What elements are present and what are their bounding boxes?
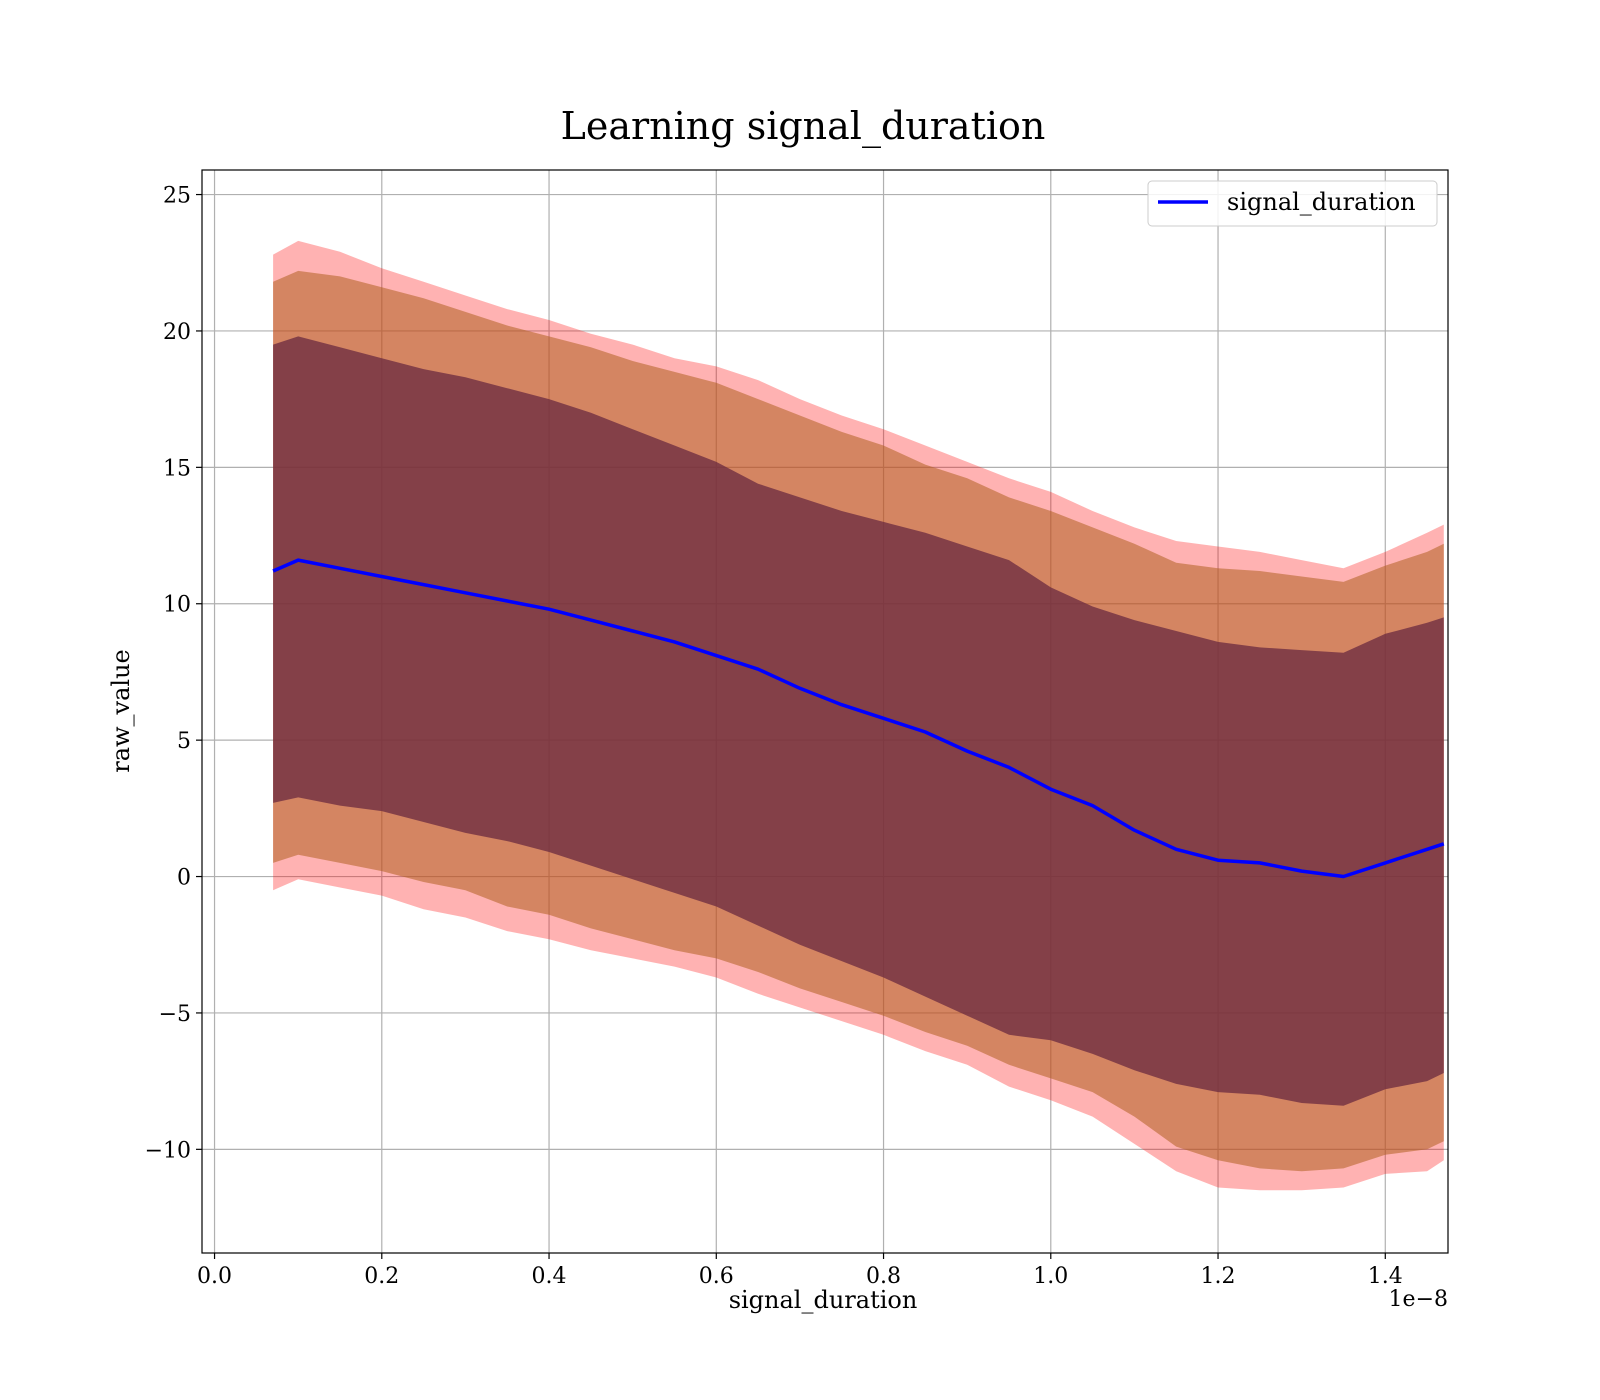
x-tick-label-2: 0.4 — [532, 1264, 567, 1289]
x-tick-label-4: 0.8 — [866, 1264, 901, 1289]
y-tick-label-2: 15 — [163, 456, 191, 481]
y-axis: 25 20 15 10 5 0 −5 −10 — [145, 184, 202, 1163]
plot-frame — [201, 169, 1449, 1254]
y-tick-label-0: 25 — [163, 184, 191, 209]
series-lines — [272, 558, 1445, 879]
y-axis-label: raw_value — [107, 649, 135, 773]
x-offset-label: 1e−8 — [1389, 1287, 1448, 1312]
y-tick-label-5: 0 — [177, 866, 191, 891]
legend-box — [1147, 180, 1438, 227]
y-tick-label-4: 5 — [177, 729, 191, 754]
legend: signal_duration — [1147, 180, 1438, 227]
x-axis-label: signal_duration — [729, 1286, 918, 1314]
x-tick-label-5: 1.0 — [1033, 1264, 1068, 1289]
x-tick-label-7: 1.4 — [1368, 1264, 1403, 1289]
legend-label: signal_duration — [1227, 188, 1416, 216]
x-tick-label-6: 1.2 — [1201, 1264, 1236, 1289]
y-tick-label-6: −5 — [159, 1002, 191, 1027]
x-tick-label-3: 0.6 — [699, 1264, 734, 1289]
x-tick-label-1: 0.2 — [364, 1264, 399, 1289]
x-tick-label-0: 0.0 — [197, 1264, 232, 1289]
chart-title: Learning signal_duration — [561, 104, 1046, 149]
y-tick-label-7: −10 — [145, 1138, 191, 1163]
y-tick-label-1: 20 — [163, 320, 191, 345]
band-inner — [273, 336, 1444, 1106]
x-axis: 0.0 0.2 0.4 0.6 0.8 1.0 1.2 1.4 — [197, 1253, 1403, 1289]
y-tick-label-3: 10 — [163, 593, 191, 618]
series-line-0 — [272, 558, 1445, 879]
confidence-bands — [273, 240, 1444, 1191]
